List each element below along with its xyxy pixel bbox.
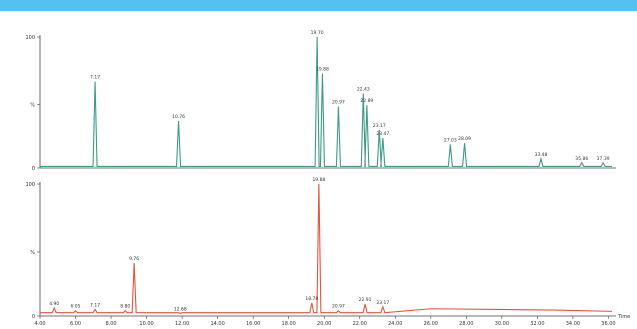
x-tick-label: 4.00: [34, 321, 45, 327]
x-axis-unit: Time: [617, 314, 630, 320]
peak-label: 19.88: [312, 177, 325, 183]
peak-label: 27.03: [444, 137, 457, 143]
x-tick-label: 6.00: [70, 321, 81, 327]
y-tick-label: 100: [25, 182, 35, 188]
peak-label: 10.76: [172, 114, 185, 120]
x-tick-label: 8.00: [105, 321, 116, 327]
x-tick-label: 18.00: [282, 321, 296, 327]
x-tick-label: 10.00: [139, 321, 153, 327]
peak-label: 35.86: [575, 156, 588, 162]
x-tick-label: 22.00: [353, 321, 367, 327]
x-tick-label: 32.00: [530, 321, 544, 327]
x-tick-label: 34.00: [566, 321, 580, 327]
y-tick-label: %: [30, 103, 35, 109]
peak-label: 23.17: [373, 123, 386, 129]
peak-label: 37.39: [597, 156, 610, 162]
x-tick-label: 24.00: [388, 321, 402, 327]
peak-label: 23.47: [376, 131, 389, 137]
y-tick-label: 0: [32, 166, 35, 172]
peak-label: 4.90: [49, 301, 59, 307]
peak-label: 33.48: [534, 152, 547, 158]
y-tick-label: 100: [25, 35, 35, 41]
peak-label: 9.76: [129, 256, 139, 262]
x-tick-label: 28.00: [459, 321, 473, 327]
peak-label: 18.78: [305, 296, 318, 302]
x-tick-label: 14.00: [210, 321, 224, 327]
chromatogram-trace: [40, 36, 612, 167]
chromatogram-panel-1: 100% 0 7.17 10.76 19.70 19.88 20.97 22.43 22.89 2…: [25, 30, 616, 172]
x-tick-label: 16.00: [246, 321, 260, 327]
peak-label: 22.91: [359, 297, 372, 303]
peak-label: 23.17: [376, 300, 389, 306]
peak-label: 12.68: [174, 306, 187, 312]
y-tick-label: %: [30, 250, 35, 256]
x-tick-label: 12.00: [175, 321, 189, 327]
peak-label: 20.97: [332, 304, 345, 310]
x-tick-label: 26.00: [424, 321, 438, 327]
x-tick-label: 36.00: [601, 321, 615, 327]
top-banner: [0, 0, 637, 11]
chromatogram-panel-2: 100% 0 4.90 6.05 7.17 8.80 9.76 12.68 18.78 19.88…: [25, 177, 630, 327]
chromatogram-trace: [40, 183, 613, 314]
y-tick-label: 0: [32, 314, 35, 320]
x-tick-label: 30.00: [495, 321, 509, 327]
peak-label: 19.88: [316, 67, 329, 73]
peak-label: 8.80: [120, 304, 130, 310]
peak-label: 20.97: [332, 99, 345, 105]
peak-label: 7.17: [90, 75, 100, 81]
peak-label: 22.43: [357, 86, 370, 92]
peak-label: 22.89: [360, 98, 373, 104]
peak-label: 28.09: [458, 136, 471, 142]
peak-label: 19.70: [311, 30, 324, 36]
peak-label: 6.05: [71, 304, 81, 310]
peak-label: 7.17: [90, 302, 100, 308]
x-tick-label: 20.00: [317, 321, 331, 327]
chromatogram-figure: 100% 0 7.17 10.76 19.70 19.88 20.97 22.43 22.89 2…: [25, 30, 630, 327]
